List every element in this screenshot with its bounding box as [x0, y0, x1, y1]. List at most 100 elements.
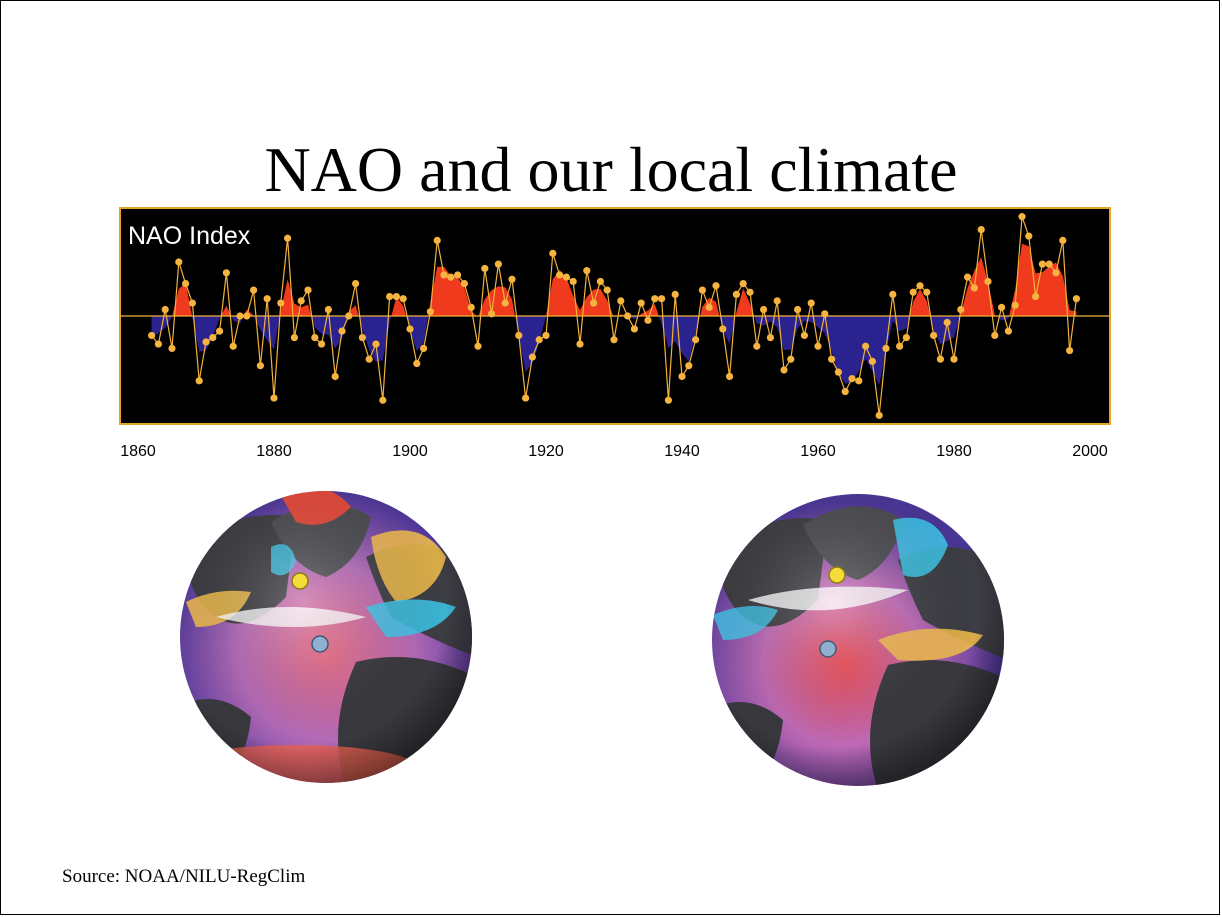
data-point — [698, 286, 707, 294]
data-point — [263, 295, 271, 303]
data-point — [875, 411, 883, 419]
data-point — [977, 226, 985, 234]
data-point — [1032, 292, 1040, 301]
data-point — [732, 290, 741, 298]
data-point — [991, 331, 999, 340]
data-point — [1059, 236, 1067, 244]
data-point — [828, 355, 836, 363]
data-point — [386, 292, 394, 301]
data-point — [148, 331, 156, 340]
data-point — [841, 388, 849, 396]
negative-anomaly-area — [253, 316, 280, 350]
data-point-layer — [148, 213, 1080, 419]
data-point — [277, 299, 285, 307]
negative-anomaly-area — [192, 316, 221, 352]
positive-anomaly-area — [428, 266, 477, 316]
data-point — [964, 273, 972, 281]
positive-anomaly-area — [478, 286, 516, 316]
data-point — [433, 236, 441, 244]
data-point — [352, 280, 360, 288]
data-point — [1025, 232, 1033, 240]
data-point — [814, 342, 822, 350]
negative-anomaly-area — [719, 316, 736, 345]
data-point — [1066, 346, 1074, 355]
positive-anomaly-area — [279, 279, 312, 316]
data-point — [664, 396, 673, 404]
data-point — [284, 234, 292, 242]
data-point — [202, 338, 210, 346]
data-point — [902, 334, 911, 342]
data-point — [345, 312, 353, 320]
data-point — [923, 288, 931, 296]
data-point — [494, 260, 502, 268]
data-point — [209, 334, 217, 342]
positive-anomaly-area — [172, 283, 193, 316]
data-point — [161, 305, 169, 314]
globe-shading — [712, 494, 1004, 786]
data-point — [596, 277, 604, 286]
data-point — [522, 394, 530, 402]
data-point — [399, 295, 407, 303]
x-tick-label: 1900 — [392, 443, 428, 460]
data-point — [590, 299, 598, 307]
nao-index-chart-svg: NAO Index 1860 1880 1900 1920 1940 1960 1980 20… — [119, 207, 1111, 460]
data-point — [454, 271, 462, 279]
data-point — [637, 299, 645, 307]
data-point — [800, 331, 809, 340]
data-point — [535, 336, 543, 344]
high-pressure-icon — [819, 640, 837, 658]
x-tick-label: 1940 — [664, 443, 700, 460]
data-point — [182, 280, 190, 288]
data-point — [243, 312, 251, 320]
data-point — [909, 288, 917, 296]
data-point — [889, 290, 897, 298]
data-point — [549, 249, 557, 257]
data-point — [787, 355, 795, 363]
data-point — [753, 342, 761, 350]
data-point — [712, 282, 720, 290]
data-point — [1004, 327, 1013, 335]
x-tick-label: 1960 — [800, 443, 836, 460]
positive-anomaly-area — [909, 289, 931, 316]
data-point — [957, 305, 965, 314]
data-point — [630, 325, 639, 333]
data-point — [644, 316, 652, 324]
data-point — [154, 340, 162, 348]
positive-anomaly-area — [960, 257, 997, 316]
data-point — [562, 273, 570, 281]
positive-anomaly-area — [638, 304, 659, 316]
x-tick-label: 1980 — [936, 443, 972, 460]
positive-anomaly-area — [391, 297, 407, 316]
data-point — [515, 331, 523, 340]
data-point — [576, 340, 584, 348]
positive-anomaly-area — [1009, 243, 1077, 316]
data-point — [297, 297, 305, 305]
data-point — [1072, 295, 1080, 303]
data-point — [773, 297, 781, 305]
data-point — [896, 342, 904, 350]
x-tick-label: 1880 — [256, 443, 292, 460]
data-point — [324, 305, 332, 314]
data-point — [678, 372, 686, 381]
data-point — [950, 355, 958, 363]
data-point — [794, 305, 802, 314]
data-point — [624, 312, 632, 320]
data-point — [488, 310, 496, 318]
data-point — [372, 340, 380, 348]
data-point — [474, 342, 482, 350]
data-point — [195, 377, 203, 385]
data-point — [420, 344, 428, 352]
data-point — [692, 336, 700, 344]
data-point — [508, 275, 516, 283]
anomaly-area-layer — [151, 243, 1077, 386]
data-point — [406, 325, 414, 333]
negative-anomaly-area — [311, 316, 348, 349]
data-point — [726, 372, 734, 381]
data-point — [766, 334, 775, 342]
data-point — [943, 318, 951, 327]
data-point — [338, 327, 346, 335]
data-point — [719, 325, 727, 333]
negative-anomaly-area — [406, 316, 429, 352]
data-point — [569, 277, 577, 286]
